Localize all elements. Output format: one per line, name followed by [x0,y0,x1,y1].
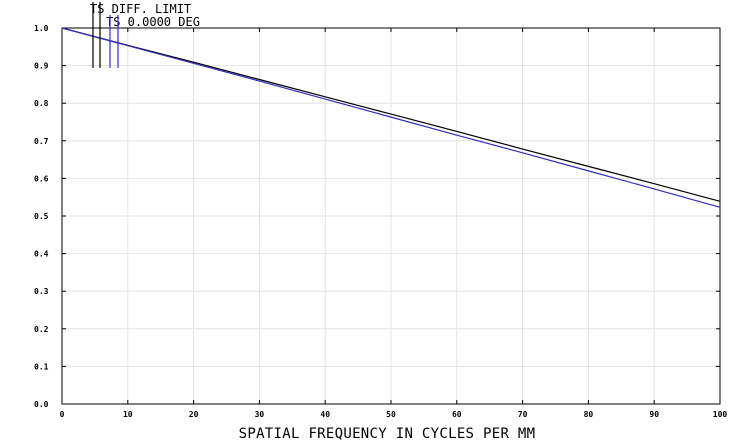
y-tick-label: 0.9 [34,62,49,71]
y-tick-label: 1.0 [34,24,49,33]
x-axis-label: SPATIAL FREQUENCY IN CYCLES PER MM [239,426,536,441]
y-tick-label: 0.7 [34,137,49,146]
legend-label: TS DIFF. LIMIT [90,2,191,16]
x-tick-label: 70 [518,410,528,419]
plot-frame [61,27,721,405]
y-tick-label: 0.2 [34,325,49,334]
y-tick-label: 0.1 [34,362,49,371]
y-tick-label: 0.3 [34,287,49,296]
y-tick-label: 0.0 [34,400,49,409]
x-tick-label: 40 [320,410,330,419]
x-tick-label: 60 [452,410,462,419]
grid [62,28,720,404]
y-tick-label: 0.5 [34,212,49,221]
x-tick-label: 100 [713,410,728,419]
y-tick-label: 0.8 [34,99,49,108]
y-tick-label: 0.4 [34,250,49,259]
x-tick-label: 80 [584,410,594,419]
series-line [61,27,721,208]
y-tick-label: 0.6 [34,174,49,183]
x-tick-label: 30 [255,410,265,419]
tick-labels: 0 10 20 30 40 50 60 70 80 90 100 0.0 0.1 0.2 0.3 0.4 0.5… [34,24,727,419]
series-lines [61,27,721,208]
legend-label: TS 0.0000 DEG [106,15,200,29]
x-tick-label: 0 [60,410,65,419]
x-tick-label: 20 [189,410,199,419]
series-line [61,27,721,202]
x-tick-label: 90 [649,410,659,419]
x-tick-label: 10 [123,410,133,419]
x-tick-label: 50 [386,410,396,419]
